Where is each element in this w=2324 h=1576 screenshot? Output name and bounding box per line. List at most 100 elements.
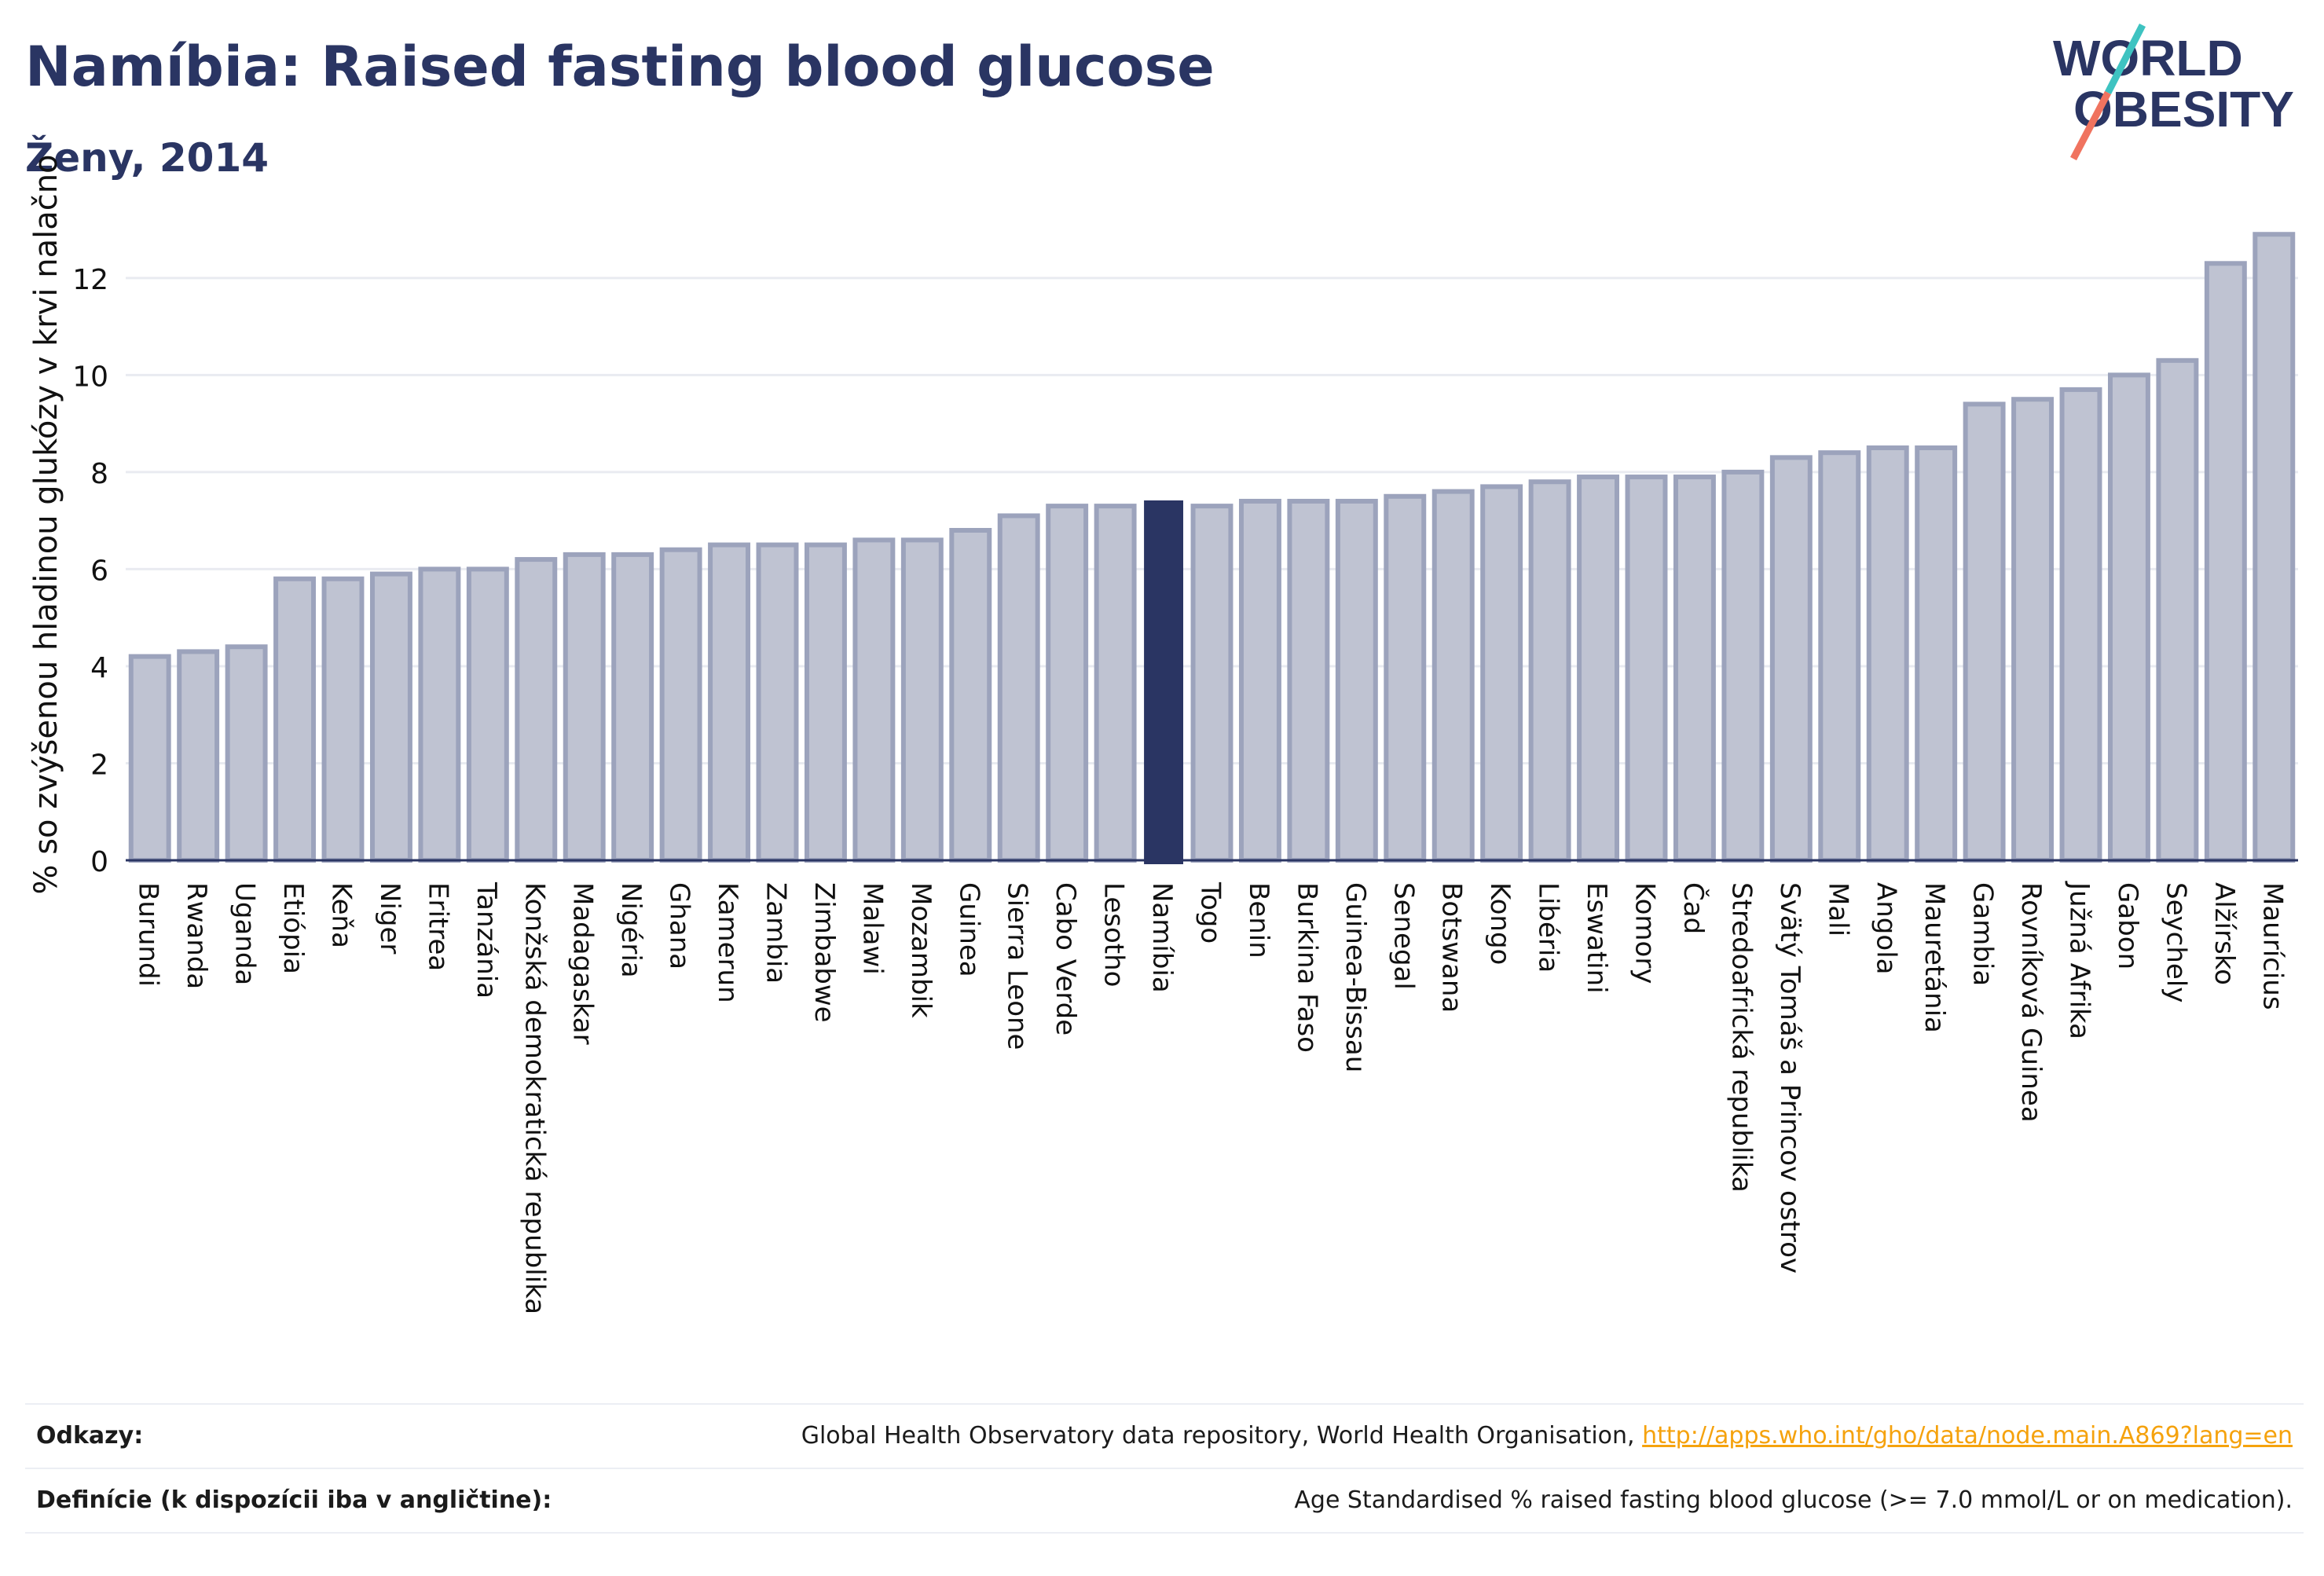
- definitions-value: Age Standardised % raised fasting blood …: [1294, 1486, 2293, 1514]
- bar: [1144, 500, 1184, 864]
- bar: [852, 537, 896, 863]
- chart-subtitle: Ženy, 2014: [25, 135, 269, 181]
- bar: [1190, 504, 1233, 863]
- bar: [225, 644, 268, 863]
- chart-title: Namíbia: Raised fasting blood glucose: [25, 35, 1215, 99]
- bar: [1721, 469, 1765, 863]
- bar: [563, 552, 606, 863]
- references-text: Global Health Observatory data repositor…: [801, 1422, 1635, 1450]
- x-tick-label: Benin: [1243, 882, 1274, 958]
- y-tick-label: 2: [90, 749, 108, 781]
- bar: [1238, 498, 1281, 863]
- y-tick-label: 8: [90, 458, 108, 490]
- references-row: Odkazy: Global Health Observatory data r…: [25, 1403, 2304, 1468]
- bar: [1915, 445, 1958, 863]
- references-label: Odkazy:: [36, 1422, 144, 1450]
- bar: [949, 528, 992, 863]
- x-tick-label: Keňa: [326, 882, 357, 948]
- x-tick-label: Mozambik: [905, 882, 937, 1018]
- logo-slash-bottom: [2070, 90, 2111, 161]
- definitions-row: Definície (k dispozícii iba v angličtine…: [25, 1468, 2304, 1534]
- x-tick-label: Čad: [1677, 882, 1710, 934]
- y-tick-label: 4: [90, 652, 108, 684]
- logo-text-world: WORLD: [2053, 30, 2243, 86]
- bar: [611, 552, 654, 863]
- x-tick-label: Senegal: [1387, 882, 1419, 990]
- bar: [1769, 455, 1813, 863]
- x-tick-label: Stredoafrická republika: [1725, 882, 1757, 1193]
- bar: [708, 542, 751, 863]
- y-axis-label: % so zvýšenou hladinou glukózy v krvi na…: [28, 154, 64, 894]
- x-tick-label: Madagaskar: [567, 882, 599, 1045]
- x-tick-label: Eswatini: [1581, 882, 1612, 994]
- bar: [1480, 484, 1523, 863]
- x-tick-label: Angola: [1871, 882, 1902, 974]
- x-tick-label: Lesotho: [1098, 882, 1130, 987]
- bar: [2011, 397, 2055, 863]
- bar: [1287, 498, 1330, 863]
- x-tick-label: Malawi: [856, 882, 888, 975]
- x-tick-label: Guinea-Bissau: [1340, 882, 1371, 1072]
- x-tick-label: Sierra Leone: [1002, 882, 1033, 1050]
- bar: [659, 547, 702, 863]
- bar: [1866, 445, 1909, 863]
- bar: [1963, 401, 2006, 863]
- bar: [1673, 475, 1716, 863]
- x-tick-label: Seychely: [2160, 882, 2191, 1002]
- x-tick-label: Togo: [1195, 881, 1226, 944]
- x-tick-label: Gabon: [2112, 882, 2143, 969]
- x-tick-label: Niger: [374, 882, 405, 954]
- y-tick-label: 6: [90, 555, 108, 587]
- bar: [466, 566, 509, 863]
- bar: [2107, 372, 2150, 863]
- x-tick-label: Nigéria: [615, 882, 647, 978]
- bar: [1625, 475, 1668, 863]
- x-tick-label: Guinea: [953, 882, 984, 977]
- x-tick-label: Namíbia: [1146, 882, 1178, 993]
- bar: [756, 542, 799, 863]
- x-tick-label: Kamerun: [712, 882, 743, 1003]
- bar: [369, 571, 412, 863]
- bar: [2156, 357, 2199, 863]
- x-tick-label: Mali: [1822, 882, 1853, 936]
- x-tick-label: Alžírsko: [2209, 882, 2240, 985]
- bar: [515, 557, 558, 863]
- x-tick-label: Svätý Tomáš a Princov ostrov: [1774, 882, 1805, 1274]
- bar: [1335, 498, 1378, 863]
- x-tick-label: Rovníková Guinea: [2015, 882, 2047, 1123]
- x-tick-label: Kongo: [1484, 882, 1516, 965]
- x-tick-label: Cabo Verde: [1050, 882, 1081, 1035]
- references-value: Global Health Observatory data repositor…: [801, 1422, 2293, 1450]
- x-tick-label: Rwanda: [181, 882, 212, 989]
- bar: [321, 576, 365, 863]
- bar: [2059, 387, 2102, 863]
- x-tick-label: Tanzánia: [471, 881, 502, 999]
- x-tick-label: Uganda: [229, 882, 261, 985]
- bar: [2204, 261, 2247, 863]
- bar: [1094, 504, 1137, 863]
- x-tick-label: Mauretánia: [1919, 882, 1950, 1033]
- bar: [2253, 232, 2296, 863]
- bar: [418, 566, 461, 863]
- x-tick-label: Komory: [1629, 882, 1661, 984]
- x-tick-label: Botswana: [1436, 882, 1468, 1013]
- y-tick-label: 0: [90, 846, 108, 878]
- x-tick-label: Libéria: [1533, 882, 1564, 973]
- bar: [177, 649, 220, 863]
- bar: [1384, 493, 1427, 863]
- x-tick-label: Ghana: [664, 882, 695, 969]
- x-tick-label: Maurícius: [2256, 882, 2288, 1010]
- definitions-label: Definície (k dispozícii iba v angličtine…: [36, 1486, 552, 1514]
- bar: [273, 576, 317, 863]
- x-tick-label: Burkina Faso: [1291, 882, 1322, 1053]
- x-tick-label: Etiópia: [277, 882, 309, 974]
- references-link[interactable]: http://apps.who.int/gho/data/node.main.A…: [1642, 1422, 2293, 1450]
- x-tick-label: Zambia: [761, 882, 792, 984]
- world-obesity-logo: WORLD OBESITY: [2053, 23, 2294, 161]
- bar: [900, 537, 944, 863]
- bar: [128, 654, 171, 863]
- bar: [997, 513, 1040, 863]
- bar: [1818, 450, 1861, 863]
- x-tick-label: Zimbabwe: [808, 882, 840, 1023]
- bar: [1528, 479, 1571, 863]
